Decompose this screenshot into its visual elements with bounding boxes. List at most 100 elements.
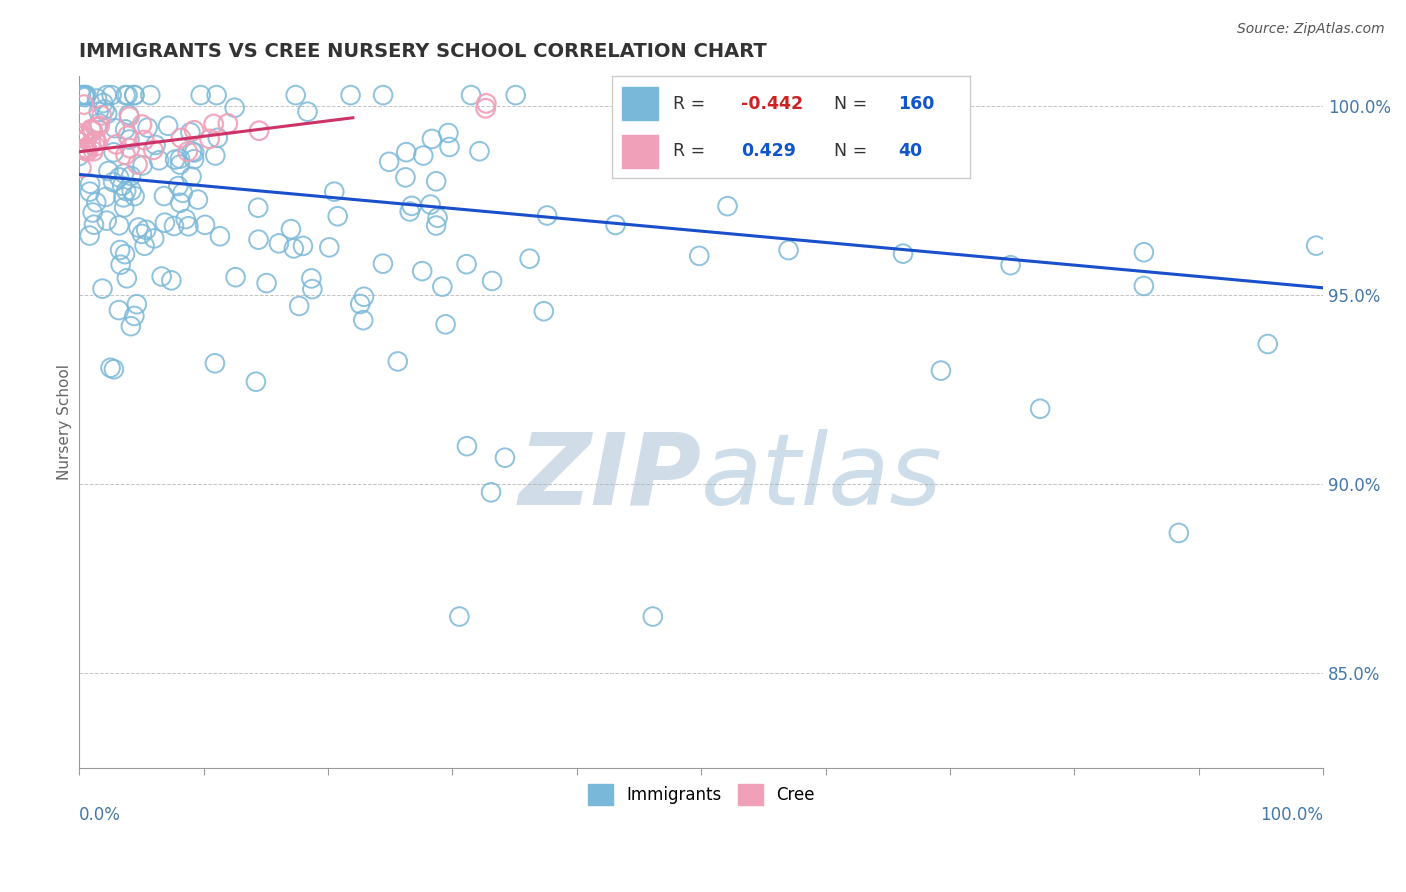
Point — [77, 145, 100, 159]
Point — [114, 247, 136, 261]
Point — [70, 88, 93, 103]
Point — [468, 145, 491, 159]
Point — [439, 140, 461, 154]
Point — [110, 258, 132, 272]
Point — [411, 264, 433, 278]
Point — [73, 88, 96, 103]
Text: 100.0%: 100.0% — [1260, 805, 1323, 823]
Point — [100, 88, 122, 103]
Point — [105, 137, 128, 152]
Point — [117, 128, 139, 143]
Point — [297, 104, 319, 119]
Point — [180, 169, 202, 184]
Point — [688, 249, 710, 263]
Point — [318, 240, 340, 254]
Point — [394, 170, 416, 185]
Point — [82, 124, 104, 138]
Point — [86, 134, 108, 148]
Point — [456, 439, 478, 453]
Point — [79, 177, 101, 191]
Point — [80, 122, 103, 136]
Point — [224, 101, 246, 115]
Point — [86, 120, 108, 135]
Point — [174, 212, 197, 227]
Point — [96, 107, 118, 121]
Point — [124, 189, 146, 203]
Point — [112, 167, 135, 181]
Point — [131, 118, 153, 132]
Point — [280, 222, 302, 236]
Point — [114, 148, 136, 162]
Point — [1167, 525, 1189, 540]
Point — [425, 174, 447, 188]
Point — [198, 132, 221, 146]
Point — [114, 88, 136, 103]
Point — [87, 104, 110, 119]
Point — [165, 153, 187, 167]
Point — [190, 88, 212, 103]
Point — [131, 227, 153, 241]
Point — [519, 252, 541, 266]
Point — [169, 152, 191, 166]
Point — [716, 199, 738, 213]
Point — [167, 179, 190, 194]
Point — [108, 170, 131, 185]
Point — [97, 164, 120, 178]
Point — [172, 186, 194, 200]
Point — [84, 195, 107, 210]
Point — [460, 88, 482, 103]
Point — [100, 360, 122, 375]
Point — [135, 223, 157, 237]
Point — [449, 609, 471, 624]
Point — [91, 95, 114, 110]
Point — [169, 195, 191, 210]
Point — [103, 362, 125, 376]
Text: R =: R = — [672, 142, 716, 160]
Point — [426, 211, 449, 225]
Point — [1305, 238, 1327, 252]
Point — [124, 309, 146, 323]
Point — [89, 119, 111, 133]
Point — [83, 218, 105, 232]
Point — [101, 175, 124, 189]
Point — [115, 271, 138, 285]
Point — [420, 132, 443, 146]
Point — [204, 148, 226, 162]
Point — [299, 271, 322, 285]
Point — [80, 136, 103, 151]
Point — [247, 201, 270, 215]
Point — [136, 120, 159, 135]
Point — [124, 88, 146, 103]
Point — [67, 149, 90, 163]
Text: -0.442: -0.442 — [741, 95, 803, 112]
Point — [288, 299, 311, 313]
Point — [494, 450, 516, 465]
Point — [112, 190, 135, 204]
Text: 40: 40 — [898, 142, 922, 160]
Text: 160: 160 — [898, 95, 935, 112]
Point — [169, 157, 191, 171]
Point — [115, 184, 138, 198]
Point — [139, 88, 162, 103]
Point — [536, 209, 558, 223]
Point — [153, 216, 176, 230]
Point — [204, 356, 226, 370]
Point — [96, 88, 118, 103]
Point — [118, 132, 141, 146]
Point — [127, 220, 149, 235]
Point — [75, 141, 97, 155]
Point — [475, 96, 498, 111]
Point — [353, 290, 375, 304]
Legend: Immigrants, Cree: Immigrants, Cree — [581, 778, 821, 811]
Point — [73, 141, 96, 155]
Point — [108, 243, 131, 257]
Point — [73, 97, 96, 112]
Point — [170, 131, 193, 145]
Point — [177, 219, 200, 234]
Point — [419, 197, 441, 211]
Text: ZIP: ZIP — [519, 429, 702, 525]
Point — [1133, 245, 1156, 260]
Point — [111, 178, 134, 193]
Point — [247, 124, 270, 138]
Point — [89, 116, 111, 130]
